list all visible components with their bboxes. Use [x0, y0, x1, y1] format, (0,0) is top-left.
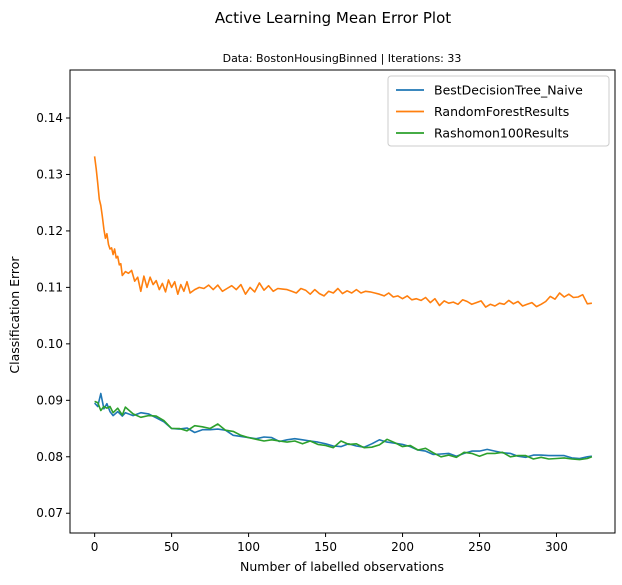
- legend-label-bestdecisiontree-naive: BestDecisionTree_Naive: [434, 83, 583, 98]
- y-tick-label: 0.09: [36, 393, 63, 407]
- series-line-rashomon100results: [94, 400, 593, 461]
- legend-label-randomforestresults: RandomForestResults: [434, 104, 569, 119]
- x-tick-label: 250: [468, 540, 491, 554]
- x-tick-label: 150: [314, 540, 337, 554]
- x-tick-label: 200: [391, 540, 414, 554]
- y-axis-label: Classification Error: [7, 256, 22, 374]
- y-tick-label: 0.12: [36, 224, 63, 238]
- plot-lines: [93, 156, 593, 461]
- chart-subtitle: Data: BostonHousingBinned | Iterations: …: [223, 52, 462, 65]
- y-tick-label: 0.08: [36, 450, 63, 464]
- legend-box: [387, 75, 610, 147]
- y-tick-label: 0.10: [36, 337, 63, 351]
- y-tick-label: 0.13: [36, 167, 63, 181]
- x-axis-label: Number of labelled observations: [240, 559, 444, 574]
- plot-frame: [69, 69, 616, 534]
- legend-label-rashomon100results: Rashomon100Results: [434, 126, 569, 141]
- x-tick-label: 100: [237, 540, 260, 554]
- y-tick-label: 0.14: [36, 111, 63, 125]
- axis-ticks: 0 50 100 150 200 250 300 0.07 0.08 0.09 0.10 0.11 0.…: [36, 111, 568, 554]
- legend: BestDecisionTree_Naive RandomForestResult…: [387, 75, 610, 147]
- y-tick-label: 0.11: [36, 280, 63, 294]
- chart-title: Active Learning Mean Error Plot: [215, 9, 451, 27]
- y-tick-label: 0.07: [36, 506, 63, 520]
- x-tick-label: 300: [545, 540, 568, 554]
- series-line-randomforestresults: [93, 156, 593, 308]
- x-tick-label: 50: [164, 540, 179, 554]
- x-tick-label: 0: [91, 540, 99, 554]
